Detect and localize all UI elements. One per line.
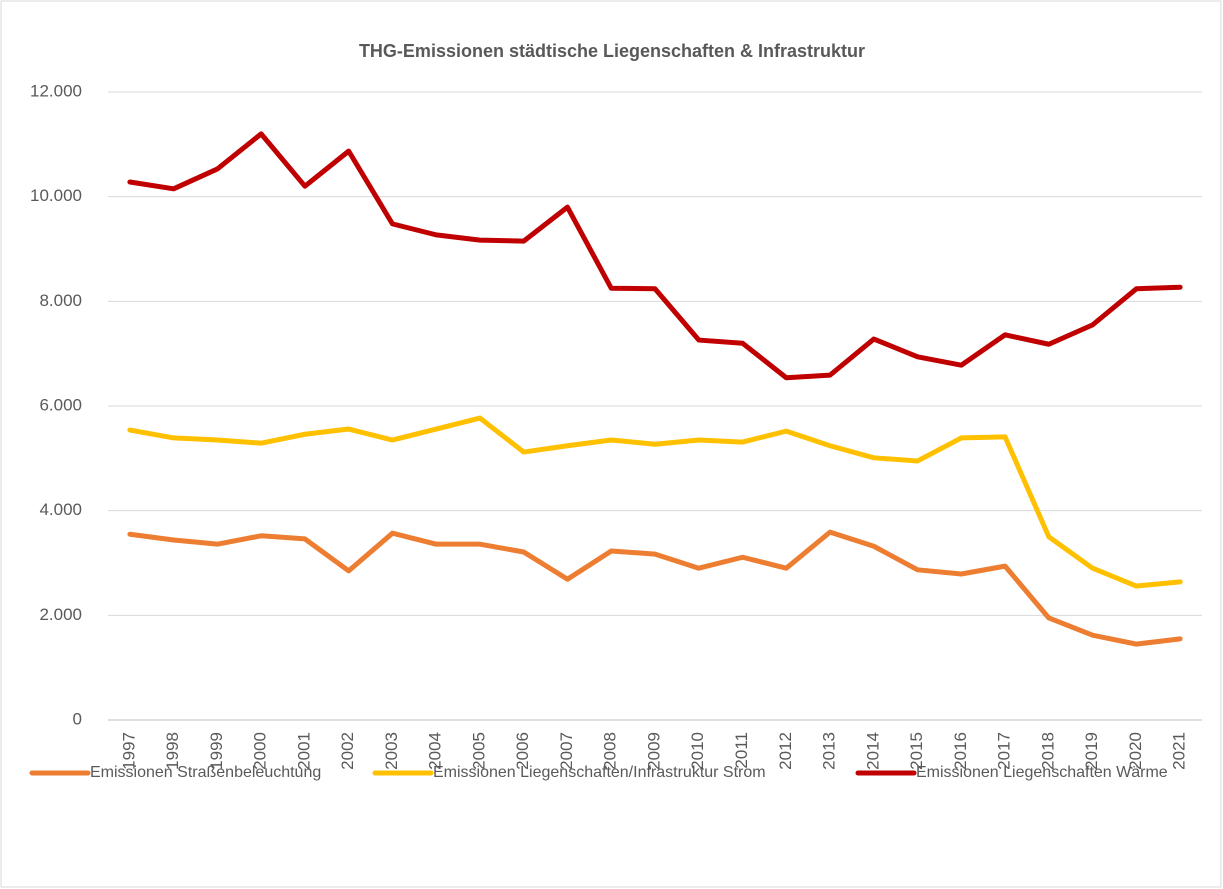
y-tick-label: 12.000 [30, 81, 82, 100]
x-tick-label: 2013 [820, 732, 839, 770]
series-line [127, 131, 1183, 381]
x-tick-label: 2019 [1082, 732, 1101, 770]
x-tick-label: 2020 [1126, 732, 1145, 770]
x-tick-label: 2018 [1038, 732, 1057, 770]
x-tick-label: 2016 [951, 732, 970, 770]
x-tick-label: 1998 [163, 732, 182, 770]
chart-title: THG-Emissionen städtische Liegenschaften… [359, 41, 865, 61]
x-tick-label: 2010 [688, 732, 707, 770]
x-tick-label: 1999 [207, 732, 226, 770]
y-tick-label: 8.000 [39, 291, 82, 310]
x-tick-label: 2000 [251, 732, 270, 770]
x-tick-label: 2003 [382, 732, 401, 770]
x-tick-label: 2006 [513, 732, 532, 770]
x-tick-label: 2014 [863, 732, 882, 770]
legend-label: Emissionen Straßenbeleuchtung [90, 764, 321, 781]
y-tick-label: 0 [73, 709, 82, 728]
y-tick-label: 6.000 [39, 395, 82, 414]
x-tick-label: 2008 [601, 732, 620, 770]
y-tick-label: 4.000 [39, 500, 82, 519]
x-tick-label: 2005 [469, 732, 488, 770]
x-tick-label: 2007 [557, 732, 576, 770]
x-tick-label: 2004 [426, 732, 445, 770]
x-tick-label: 2021 [1170, 732, 1189, 770]
legend-label: Emissionen Liegenschaften Wärme [916, 764, 1168, 781]
y-tick-label: 2.000 [39, 605, 82, 624]
series-line [127, 529, 1183, 647]
series-line [127, 415, 1183, 589]
x-tick-label: 2002 [338, 732, 357, 770]
y-tick-label: 10.000 [30, 186, 82, 205]
x-tick-label: 2012 [776, 732, 795, 770]
x-tick-label: 2017 [995, 732, 1014, 770]
x-tick-label: 2009 [644, 732, 663, 770]
x-tick-label: 2015 [907, 732, 926, 770]
x-tick-label: 1997 [119, 732, 138, 770]
x-tick-label: 2011 [732, 732, 751, 769]
legend-label: Emissionen Liegenschaften/Infrastruktur … [433, 764, 766, 781]
x-tick-label: 2001 [294, 732, 313, 770]
